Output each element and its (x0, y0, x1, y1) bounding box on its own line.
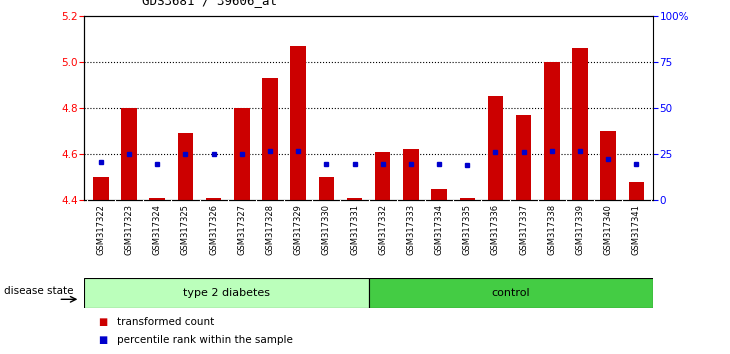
Text: GSM317334: GSM317334 (434, 204, 444, 255)
Text: GSM317338: GSM317338 (548, 204, 556, 255)
Bar (291, 46, 306, 200)
Bar (84, 278, 369, 308)
Text: GSM317328: GSM317328 (266, 204, 274, 255)
Bar (544, 62, 560, 200)
Bar (177, 133, 193, 200)
Text: GSM317336: GSM317336 (491, 204, 500, 255)
Text: GSM317326: GSM317326 (209, 204, 218, 255)
Bar (234, 108, 250, 200)
Bar (93, 177, 109, 200)
Text: transformed count: transformed count (117, 317, 214, 327)
Text: percentile rank within the sample: percentile rank within the sample (117, 335, 293, 345)
Text: control: control (492, 288, 530, 298)
Text: GSM317333: GSM317333 (407, 204, 415, 255)
Text: type 2 diabetes: type 2 diabetes (182, 288, 270, 298)
Text: GSM317340: GSM317340 (604, 204, 612, 255)
Text: GSM317331: GSM317331 (350, 204, 359, 255)
Text: GSM317337: GSM317337 (519, 204, 529, 255)
Bar (150, 198, 165, 200)
Bar (206, 198, 221, 200)
Bar (572, 48, 588, 200)
Text: GSM317327: GSM317327 (237, 204, 246, 255)
Text: GSM317329: GSM317329 (293, 204, 303, 255)
Bar (369, 278, 653, 308)
Text: GSM317341: GSM317341 (632, 204, 641, 255)
Bar (431, 189, 447, 200)
Text: GSM317339: GSM317339 (575, 204, 585, 255)
Bar (262, 78, 277, 200)
Text: GSM317330: GSM317330 (322, 204, 331, 255)
Bar (629, 182, 644, 200)
Bar (347, 198, 362, 200)
Bar (375, 152, 391, 200)
Text: GDS3681 / 39606_at: GDS3681 / 39606_at (142, 0, 277, 7)
Text: GSM317323: GSM317323 (125, 204, 134, 255)
Bar (516, 115, 531, 200)
Text: ■: ■ (99, 317, 108, 327)
Bar (403, 149, 419, 200)
Text: GSM317322: GSM317322 (96, 204, 105, 255)
Text: GSM317332: GSM317332 (378, 204, 387, 255)
Bar (488, 97, 503, 200)
Bar (121, 108, 137, 200)
Bar (601, 131, 616, 200)
Text: disease state: disease state (4, 286, 73, 296)
Text: GSM317325: GSM317325 (181, 204, 190, 255)
Text: GSM317335: GSM317335 (463, 204, 472, 255)
Bar (318, 177, 334, 200)
Bar (460, 198, 475, 200)
Text: ■: ■ (99, 335, 108, 345)
Text: GSM317324: GSM317324 (153, 204, 162, 255)
